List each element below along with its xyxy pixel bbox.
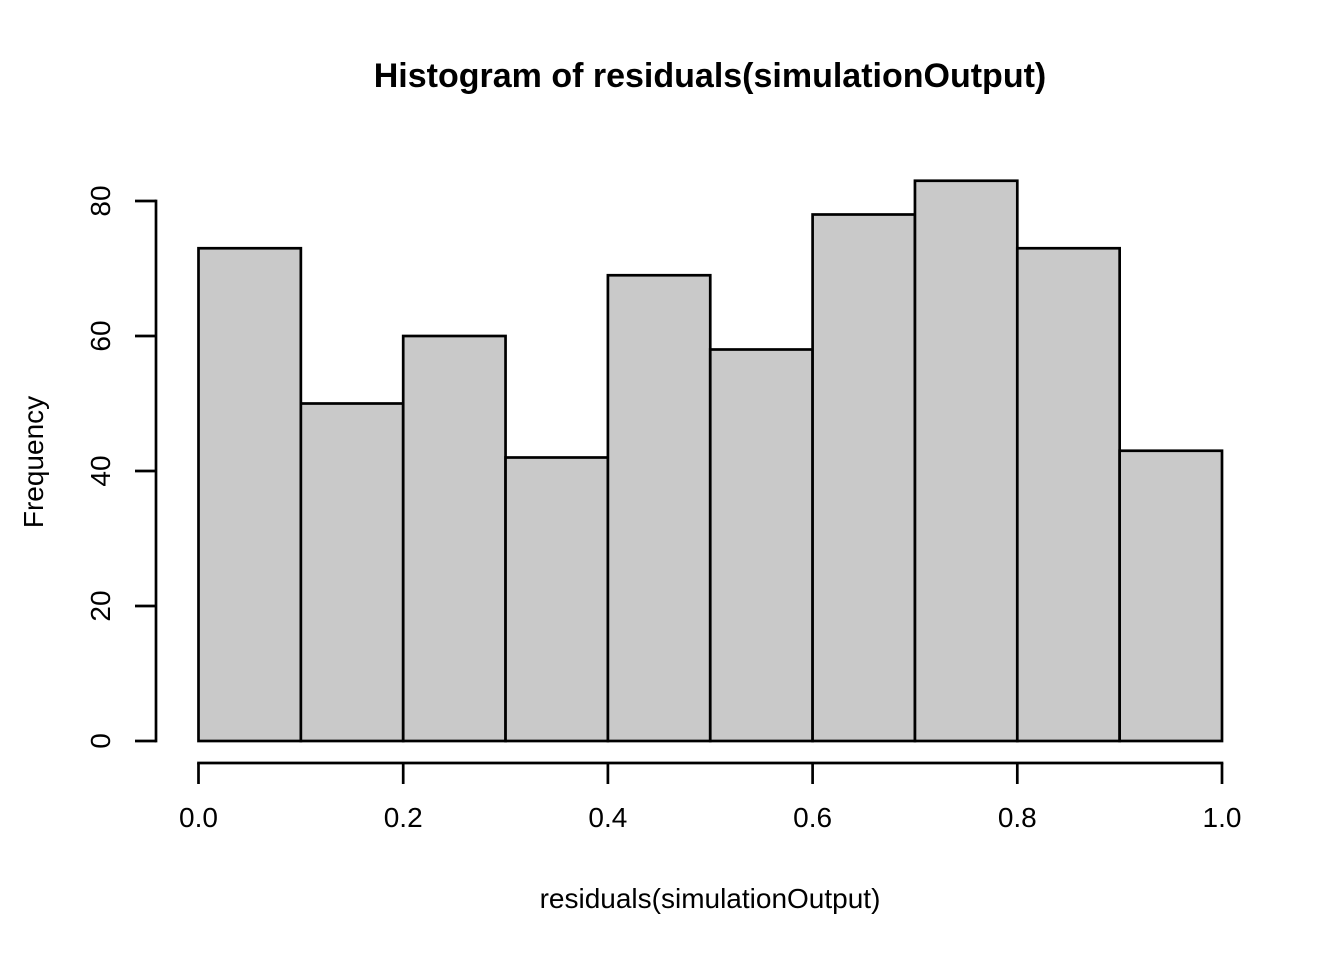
y-tick-label: 0	[85, 733, 116, 749]
histogram-bar	[401, 334, 507, 743]
histogram-bar	[913, 179, 1019, 743]
histogram-bar	[1015, 246, 1121, 743]
histogram-bar	[299, 402, 405, 743]
x-tick-label: 0.8	[997, 802, 1037, 833]
x-tick-label: 0.6	[793, 802, 833, 833]
histogram-bar	[504, 456, 610, 743]
y-tick-label: 60	[85, 320, 116, 352]
y-tick-label: 20	[85, 590, 116, 622]
histogram-bar	[708, 348, 814, 743]
y-tick-label: 40	[85, 455, 116, 487]
chart-title: Histogram of residuals(simulationOutput)	[373, 57, 1047, 95]
histogram-bar	[197, 246, 303, 743]
histogram-bar	[606, 273, 712, 743]
x-tick-label: 0.0	[179, 802, 218, 833]
x-tick-label: 1.0	[1202, 802, 1242, 833]
x-tick-label: 0.4	[588, 802, 628, 833]
x-axis-label: residuals(simulationOutput)	[539, 883, 881, 914]
y-tick-label: 80	[85, 185, 116, 217]
x-tick-label: 0.2	[383, 802, 423, 833]
histogram-bar	[1118, 449, 1224, 743]
histogram-bar	[811, 213, 917, 743]
